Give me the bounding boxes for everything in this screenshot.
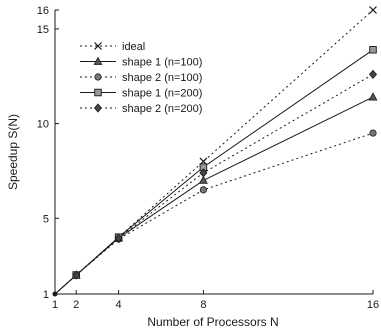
diamond-marker	[72, 270, 81, 280]
series-line	[54, 49, 374, 295]
series-5	[54, 69, 378, 295]
series-line	[54, 96, 374, 295]
x-tick-label: 4	[116, 299, 122, 311]
legend-item: shape 2 (n=200)	[80, 103, 202, 115]
x-tick-label: 2	[73, 299, 79, 311]
diamond-marker	[199, 168, 208, 178]
series-2	[54, 92, 378, 295]
series-line	[54, 132, 374, 295]
x-ticks: 1 2 4 8 16	[52, 290, 379, 311]
legend: ideal shape 1 (n=100) shape 2 (n=100) shape…	[80, 41, 202, 115]
legend-item: ideal	[80, 41, 145, 53]
legend-label: shape 1 (n=100)	[122, 57, 202, 69]
circle-marker	[199, 186, 207, 194]
diamond-marker	[93, 103, 103, 113]
x-marker	[94, 42, 102, 50]
axes	[54, 10, 373, 295]
y-tick-label: 1	[43, 289, 49, 301]
x-tick-label: 8	[200, 299, 206, 311]
y-axis-label: Speedup S(N)	[6, 114, 20, 190]
legend-label: ideal	[122, 41, 145, 53]
square-marker	[94, 88, 102, 97]
legend-item: shape 1 (n=100)	[80, 57, 202, 69]
series-4	[54, 46, 377, 295]
triangle-marker	[368, 92, 378, 101]
y-tick-label: 10	[37, 119, 49, 131]
y-tick-label: 15	[37, 24, 49, 36]
y-tick-label: 16	[37, 5, 49, 17]
diamond-marker	[114, 233, 123, 243]
x-marker	[369, 6, 377, 14]
square-marker	[369, 46, 377, 54]
x-tick-label: 1	[52, 299, 58, 311]
legend-item: shape 1 (n=200)	[80, 88, 202, 100]
legend-label: shape 1 (n=200)	[122, 88, 202, 100]
triangle-marker	[198, 175, 208, 184]
series-line	[54, 73, 374, 295]
x-tick-label: 16	[367, 299, 379, 311]
legend-item: shape 2 (n=100)	[80, 72, 202, 84]
circle-marker	[94, 73, 102, 81]
x-axis-label: Number of Processors N	[147, 315, 278, 329]
series-3	[54, 129, 377, 295]
triangle-marker	[93, 56, 103, 65]
y-tick-label: 5	[43, 213, 49, 225]
diamond-marker	[368, 69, 378, 79]
series	[52, 6, 378, 297]
legend-label: shape 2 (n=100)	[122, 72, 202, 84]
origin-point	[52, 291, 58, 297]
legend-label: shape 2 (n=200)	[122, 103, 202, 115]
circle-marker	[369, 129, 377, 137]
